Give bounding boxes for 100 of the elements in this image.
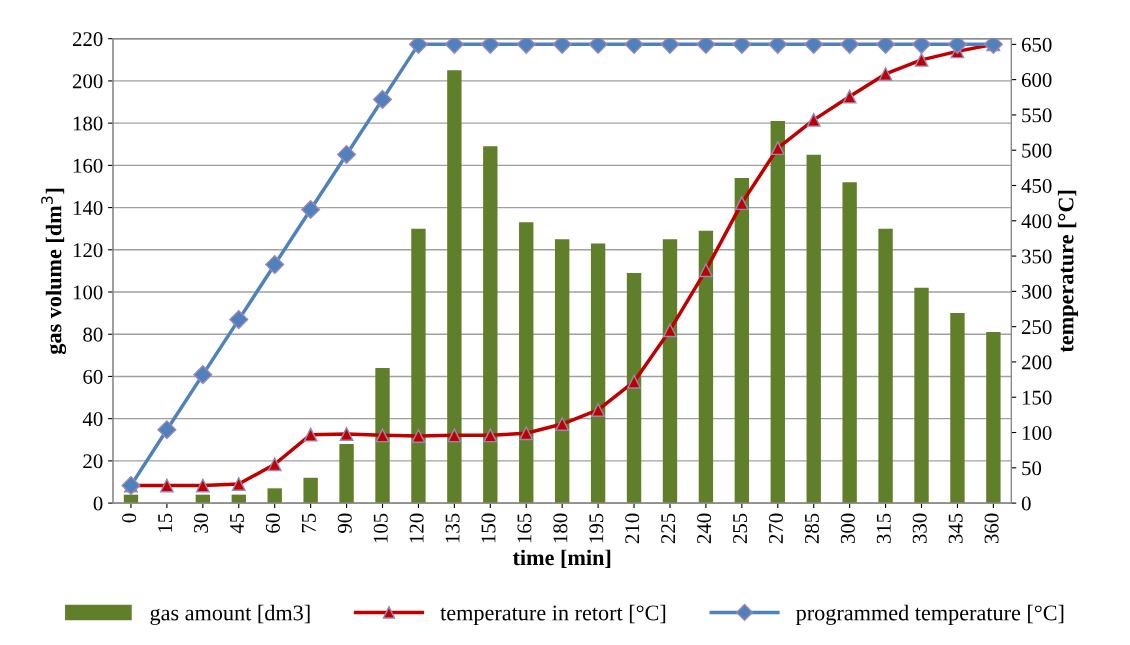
bar	[303, 477, 318, 504]
bar	[698, 230, 714, 504]
legend-label: temperature in retort [°C]	[440, 604, 666, 625]
bar	[411, 228, 426, 504]
point	[447, 428, 462, 443]
point	[842, 89, 857, 104]
point	[159, 478, 174, 493]
y2-tick-label: 50	[1022, 461, 1042, 476]
legend-label: gas amount [dm3]	[150, 604, 310, 625]
bar	[770, 121, 785, 504]
y-tick-label: 180	[73, 116, 103, 131]
point	[914, 52, 929, 67]
point	[660, 38, 680, 54]
y2-tick-label: 350	[1022, 249, 1052, 264]
x-tick-label: 150	[481, 513, 496, 543]
x-tick-label: 90	[337, 513, 352, 533]
point	[337, 144, 357, 164]
y2-tick-label: 550	[1022, 108, 1052, 123]
bar	[986, 332, 1001, 504]
point	[195, 478, 210, 493]
bar	[662, 239, 678, 504]
y-tick-label: 160	[73, 158, 103, 173]
x-tick-label: 180	[553, 513, 568, 543]
point	[444, 38, 464, 54]
y-tick-label: 0	[93, 496, 103, 511]
x-tick-label: 345	[948, 513, 963, 544]
y-tick-label: 200	[72, 74, 103, 89]
y2-tick-label: 100	[1022, 425, 1052, 440]
x-tick-label: 360	[984, 513, 999, 544]
point	[265, 255, 285, 275]
point	[229, 310, 249, 330]
bar	[554, 239, 570, 504]
x-tick-label: 195	[589, 513, 604, 543]
y2-tick-label: 200	[1021, 355, 1052, 370]
bar	[878, 228, 893, 504]
bar	[950, 313, 965, 504]
x-tick-label: 30	[193, 513, 209, 533]
bar	[375, 368, 390, 504]
y2-tick-label: 450	[1021, 178, 1052, 193]
point	[480, 38, 500, 54]
point	[231, 477, 246, 491]
y-tick-label: 140	[73, 200, 103, 216]
x-tick-label: 255	[733, 513, 748, 544]
point	[411, 429, 426, 443]
bar	[842, 182, 857, 504]
x-tick-label: 270	[768, 513, 783, 544]
y2-axis-title: temperature [°C]	[1057, 190, 1079, 353]
bar	[519, 222, 534, 504]
y-axis-title: gas volume [dm$^{3}$]	[41, 188, 67, 355]
point	[555, 417, 570, 431]
bar	[734, 178, 750, 504]
x-axis-title: time [min]	[512, 549, 611, 569]
point	[519, 426, 534, 441]
x-tick-label: 45	[230, 513, 244, 534]
point	[588, 38, 608, 54]
point	[876, 38, 896, 54]
point	[732, 38, 752, 54]
point	[157, 420, 177, 440]
bar	[339, 443, 354, 504]
x-tick-label: 330	[912, 513, 927, 544]
point	[878, 67, 893, 81]
point	[303, 427, 318, 442]
point	[806, 112, 821, 127]
point	[696, 38, 716, 54]
x-tick-label: 285	[804, 513, 819, 544]
point	[624, 38, 644, 54]
bar	[626, 273, 642, 504]
x-tick-label: 135	[445, 513, 460, 543]
x-tick-label: 165	[517, 513, 532, 543]
bar	[590, 243, 606, 504]
y-tick-label: 20	[83, 454, 103, 469]
y2-tick-label: 650	[1021, 37, 1052, 52]
bar	[447, 70, 462, 504]
y2-tick-label: 0	[1021, 496, 1031, 511]
x-tick-label: 105	[373, 513, 388, 543]
point	[770, 141, 785, 156]
point	[339, 426, 354, 441]
y2-tick-label: 250	[1021, 320, 1052, 335]
y2-tick-label: 400	[1021, 214, 1052, 229]
bar	[483, 146, 498, 504]
y2-tick-label: 500	[1022, 143, 1052, 158]
x-tick-label: 120	[409, 513, 424, 543]
point	[516, 38, 536, 54]
x-tick-label: 0	[122, 513, 137, 523]
legend-label: programmed temperature [°C]	[796, 604, 1064, 625]
y-tick-label: 120	[73, 243, 103, 258]
x-tick-label: 15	[158, 513, 173, 532]
x-tick-label: 225	[661, 513, 676, 544]
point	[627, 374, 641, 389]
point	[267, 457, 282, 472]
y-tick-label: 60	[83, 369, 103, 384]
point	[591, 402, 606, 417]
bar	[806, 154, 821, 504]
point	[408, 38, 428, 54]
point	[375, 428, 390, 443]
point	[698, 263, 713, 278]
x-tick-label: 315	[876, 513, 891, 544]
y-tick-label: 40	[82, 412, 103, 427]
x-tick-label: 300	[840, 513, 855, 544]
bar	[267, 488, 282, 504]
